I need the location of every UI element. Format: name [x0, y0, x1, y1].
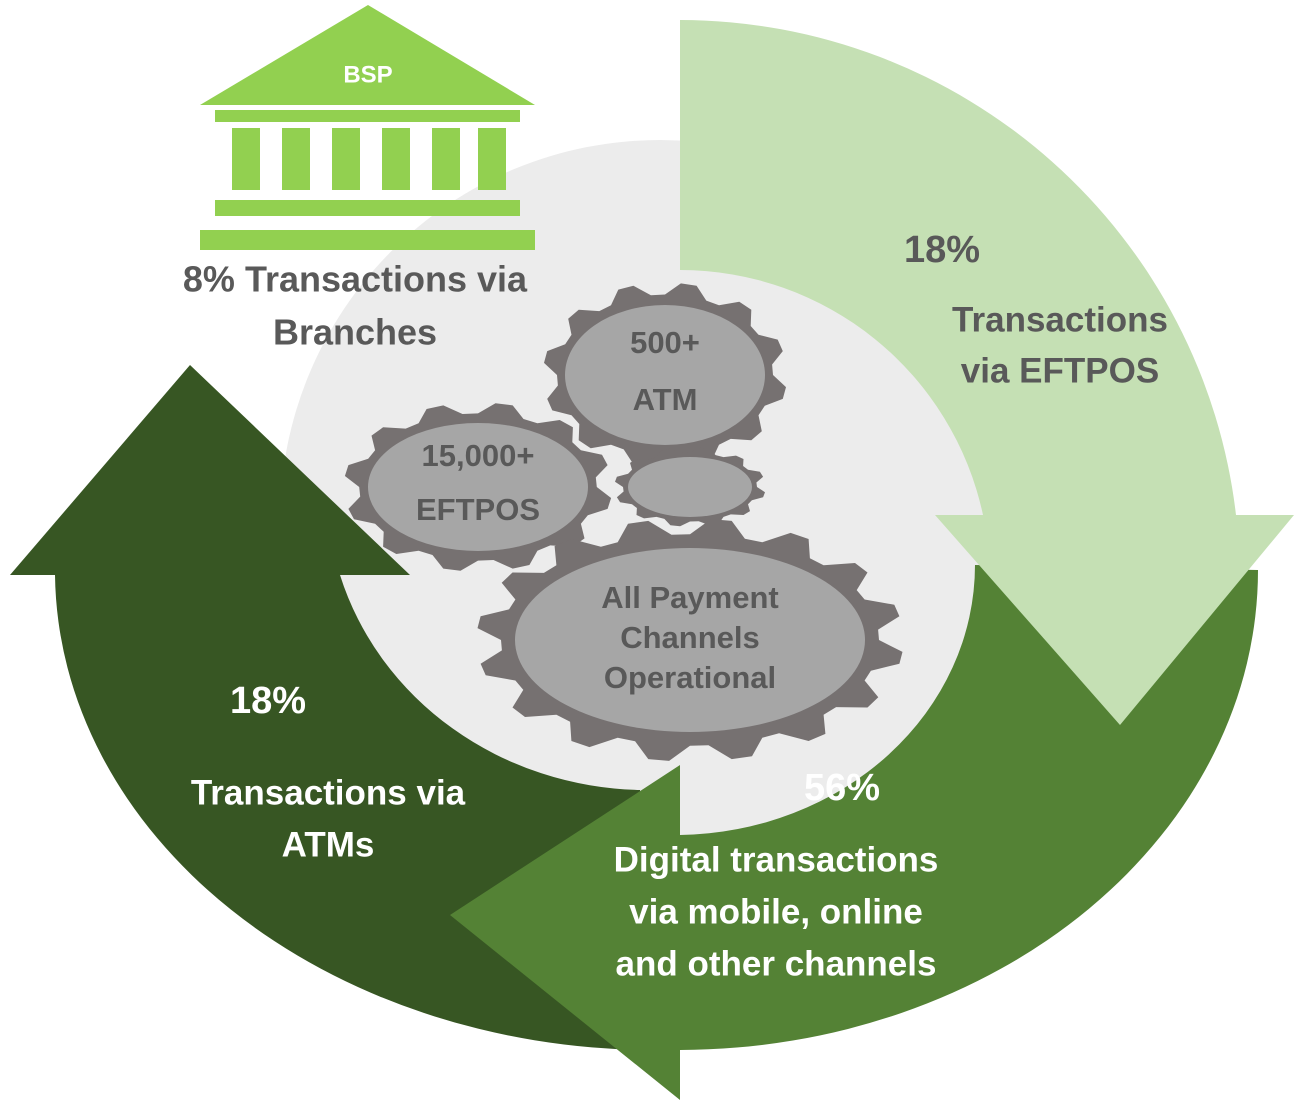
- label: via mobile, online: [629, 892, 923, 931]
- label: Transactions via: [191, 773, 466, 812]
- digital-arrow: [450, 565, 1259, 1100]
- bank-icon: [200, 5, 535, 250]
- gear-face: [565, 305, 765, 445]
- label: Digital transactions: [614, 840, 939, 879]
- label: Channels: [620, 620, 760, 655]
- label: All Payment: [601, 580, 778, 615]
- label: 15,000+: [422, 438, 535, 473]
- eftpos-arrow: [680, 20, 1294, 725]
- atm-arrow: [10, 365, 650, 1050]
- label: 56%: [804, 767, 880, 809]
- label: 18%: [230, 680, 306, 722]
- label: Transactions: [952, 300, 1168, 339]
- gear-face: [628, 457, 752, 517]
- gear-face: [515, 548, 865, 732]
- label: 8% Transactions via: [183, 259, 528, 300]
- labels: BSP 8% Transactions via Branches 18% Transac…: [183, 61, 1168, 983]
- background-circle: [280, 140, 1040, 900]
- label: 500+: [630, 325, 700, 360]
- gears: [344, 283, 903, 761]
- label: Operational: [604, 660, 776, 695]
- label: via EFTPOS: [961, 351, 1159, 390]
- label: BSP: [343, 61, 392, 88]
- label: ATM: [633, 382, 698, 417]
- label: 18%: [904, 229, 980, 271]
- gear-face: [368, 423, 588, 551]
- label: Branches: [273, 312, 437, 353]
- label: ATMs: [282, 825, 375, 864]
- label: EFTPOS: [416, 492, 540, 527]
- label: and other channels: [616, 944, 937, 983]
